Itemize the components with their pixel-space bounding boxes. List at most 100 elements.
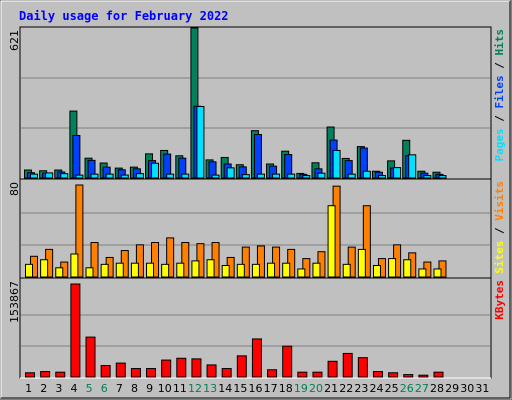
bar-files-day-4	[72, 134, 81, 179]
bar-kbytes-day-26	[403, 374, 414, 378]
x-tick-label-day-17: 17	[264, 382, 278, 395]
bar-sites-day-17	[267, 262, 276, 278]
bar-sites-day-8	[130, 262, 139, 278]
x-tick-label-day-12: 12	[188, 382, 202, 395]
bar-kbytes-day-25	[388, 372, 399, 378]
bar-sites-day-28	[433, 268, 442, 278]
bar-sites-day-27	[418, 268, 427, 278]
bar-sites-day-14	[221, 265, 230, 278]
bar-visits-day-5	[90, 242, 99, 278]
legend-kbytes: KBytes	[493, 280, 506, 320]
bar-kbytes-day-2	[40, 371, 51, 378]
bars-layer	[24, 27, 447, 378]
bar-sites-day-4	[70, 253, 79, 278]
x-tick-label-day-23: 23	[354, 382, 368, 395]
bar-kbytes-day-14	[221, 368, 232, 378]
bar-pages-day-21	[332, 149, 341, 179]
bar-pages-day-16	[256, 173, 265, 179]
bar-visits-day-15	[241, 246, 250, 278]
x-tick-label-day-22: 22	[339, 382, 353, 395]
bar-pages-day-7	[120, 174, 129, 179]
bar-files-day-16	[253, 134, 262, 179]
x-tick-label-day-10: 10	[158, 382, 172, 395]
x-tick-label-day-19: 19	[294, 382, 308, 395]
bar-kbytes-day-8	[130, 368, 141, 378]
legend-separator: /	[493, 221, 506, 241]
x-tick-label-day-18: 18	[279, 382, 293, 395]
x-tick-label-day-13: 13	[203, 382, 217, 395]
legends-layer: Pages / Files / Hits Sites / Visits KBytes	[493, 29, 506, 320]
bar-sites-day-20	[312, 262, 321, 278]
bar-visits-day-12	[196, 243, 205, 278]
bar-pages-day-6	[105, 173, 114, 179]
bar-pages-day-3	[60, 173, 69, 179]
x-tick-label-day-11: 11	[173, 382, 187, 395]
bar-visits-day-10	[166, 237, 175, 278]
bar-pages-day-26	[408, 154, 417, 179]
bar-sites-day-10	[161, 263, 170, 278]
bar-visits-day-4	[75, 184, 84, 278]
bar-pages-day-2	[45, 172, 54, 179]
panel-2-legend: Sites / Visits	[493, 181, 506, 274]
bar-kbytes-day-12	[191, 358, 202, 378]
bar-kbytes-day-20	[312, 371, 323, 378]
bar-sites-day-22	[342, 263, 351, 278]
chart-title: Daily usage for February 2022	[19, 9, 229, 23]
bar-pages-day-11	[181, 173, 190, 179]
panel-1-legend: Pages / Files / Hits	[493, 29, 506, 162]
bar-pages-day-22	[347, 173, 356, 179]
panel-3-ymax-label: 153867	[8, 281, 21, 323]
bar-kbytes-day-9	[146, 368, 157, 378]
x-tick-label-day-14: 14	[218, 382, 232, 395]
x-tick-label-day-7: 7	[116, 382, 123, 395]
bar-pages-day-25	[393, 167, 402, 179]
bar-kbytes-day-27	[418, 374, 429, 378]
bar-kbytes-day-17	[267, 369, 278, 378]
x-tick-label-day-6: 6	[101, 382, 108, 395]
bar-sites-day-6	[100, 263, 109, 278]
bar-sites-day-23	[357, 248, 366, 278]
bar-pages-day-20	[317, 172, 326, 179]
bar-kbytes-day-24	[372, 371, 383, 378]
bar-sites-day-12	[191, 260, 200, 278]
bar-visits-day-22	[347, 246, 356, 278]
bar-kbytes-day-16	[251, 338, 262, 378]
legend-files: Files	[493, 75, 506, 108]
bar-kbytes-day-1	[25, 372, 35, 378]
x-tick-label-day-4: 4	[70, 382, 77, 395]
legend-pages: Pages	[493, 128, 506, 161]
bar-kbytes-day-11	[176, 357, 187, 378]
bar-pages-day-17	[272, 173, 281, 179]
bar-pages-day-9	[151, 162, 160, 179]
x-tick-label-day-21: 21	[324, 382, 338, 395]
bar-kbytes-day-4	[70, 283, 81, 378]
x-tick-label-day-1: 1	[25, 382, 32, 395]
bar-sites-day-19	[297, 268, 306, 278]
bar-sites-day-7	[115, 262, 124, 278]
bar-kbytes-day-15	[236, 355, 247, 378]
legend-sites: Sites	[493, 241, 506, 274]
bar-kbytes-day-6	[100, 365, 111, 378]
bar-kbytes-day-19	[297, 371, 308, 378]
bar-pages-day-23	[362, 170, 371, 179]
x-tick-label-day-16: 16	[249, 382, 263, 395]
x-tick-labels: 1 2 3 4 5 6 7 8 9 10 11 12 13 14 15 16 17 18 19 20 21 22 23 24 2…	[25, 382, 489, 395]
bar-sites-day-25	[388, 258, 397, 278]
bar-sites-day-3	[55, 267, 64, 278]
x-tick-label-day-30: 30	[460, 382, 474, 395]
bar-pages-day-18	[287, 173, 296, 179]
x-tick-label-day-26: 26	[400, 382, 414, 395]
bar-kbytes-day-3	[55, 371, 66, 378]
bar-sites-day-26	[403, 259, 412, 278]
bar-kbytes-day-13	[206, 364, 217, 378]
bar-visits-day-19	[302, 258, 311, 278]
bar-visits-day-8	[135, 244, 144, 278]
x-tick-label-day-27: 27	[415, 382, 429, 395]
bar-visits-day-16	[256, 245, 265, 278]
bar-sites-day-21	[327, 205, 336, 278]
x-tick-label-day-3: 3	[55, 382, 62, 395]
x-tick-label-day-25: 25	[385, 382, 399, 395]
x-tick-label-day-28: 28	[430, 382, 444, 395]
bar-kbytes-day-21	[327, 360, 338, 378]
